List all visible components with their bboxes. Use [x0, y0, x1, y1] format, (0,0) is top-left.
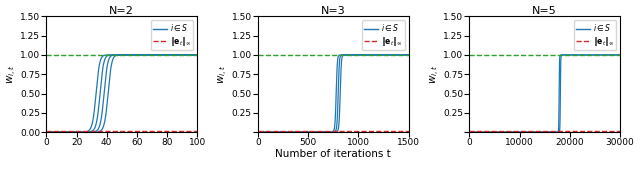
Y-axis label: $w_{i,t}$: $w_{i,t}$	[6, 65, 19, 84]
Y-axis label: $w_{i,t}$: $w_{i,t}$	[428, 65, 442, 84]
Title: N=2: N=2	[109, 6, 134, 16]
Legend: $i \in S$, $\|\mathbf{e}_t\|_\infty$: $i \in S$, $\|\mathbf{e}_t\|_\infty$	[573, 20, 616, 50]
Title: N=3: N=3	[321, 6, 346, 16]
Y-axis label: $w_{i,t}$: $w_{i,t}$	[217, 65, 230, 84]
Title: N=5: N=5	[532, 6, 557, 16]
X-axis label: Number of iterations t: Number of iterations t	[275, 149, 391, 159]
Legend: $i \in S$, $\|\mathbf{e}_t\|_\infty$: $i \in S$, $\|\mathbf{e}_t\|_\infty$	[151, 20, 193, 50]
Legend: $i \in S$, $\|\mathbf{e}_t\|_\infty$: $i \in S$, $\|\mathbf{e}_t\|_\infty$	[362, 20, 405, 50]
